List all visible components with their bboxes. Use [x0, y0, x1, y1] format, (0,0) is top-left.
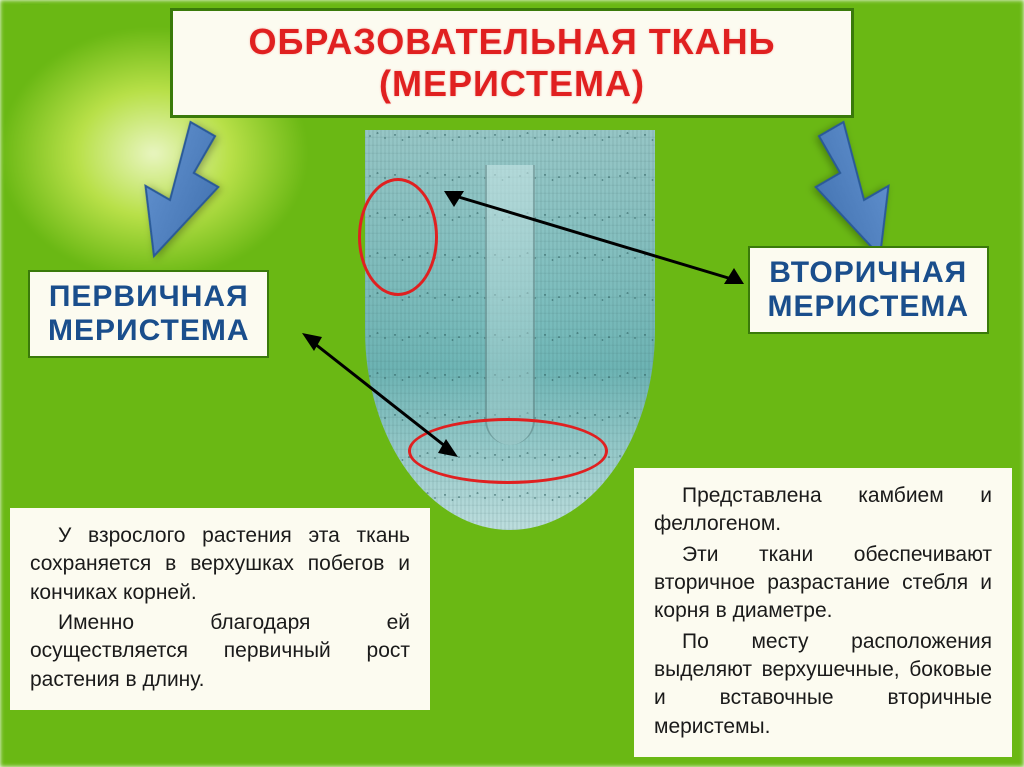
- text-primary: У взрослого растения эта ткань сохраняет…: [10, 508, 430, 710]
- label-primary-line2: МЕРИСТЕМА: [48, 314, 249, 348]
- text-secondary-p2: Эти ткани обеспечивают вторичное разраст…: [654, 541, 992, 626]
- label-primary: ПЕРВИЧНАЯ МЕРИСТЕМА: [28, 270, 269, 358]
- label-primary-line1: ПЕРВИЧНАЯ: [49, 280, 249, 314]
- double-arrow-left: [300, 315, 470, 465]
- circle-primary-region: [358, 178, 438, 296]
- double-arrow-right: [440, 185, 750, 295]
- title-line1: ОБРАЗОВАТЕЛЬНАЯ ТКАНЬ: [248, 21, 775, 63]
- text-secondary: Представлена камбием и феллогеном. Эти т…: [634, 468, 1012, 757]
- label-secondary: ВТОРИЧНАЯ МЕРИСТЕМА: [748, 246, 989, 334]
- text-secondary-p1: Представлена камбием и феллогеном.: [654, 482, 992, 539]
- title-line2: (МЕРИСТЕМА): [379, 63, 645, 105]
- text-primary-p1: У взрослого растения эта ткань сохраняет…: [30, 522, 410, 607]
- label-secondary-line2: МЕРИСТЕМА: [768, 290, 969, 324]
- title-box: ОБРАЗОВАТЕЛЬНАЯ ТКАНЬ (МЕРИСТЕМА): [170, 8, 854, 118]
- label-secondary-line1: ВТОРИЧНАЯ: [769, 256, 967, 290]
- text-primary-p2: Именно благодаря ей осуществляется перви…: [30, 609, 410, 694]
- text-secondary-p3: По месту расположения выделяют верхушечн…: [654, 628, 992, 741]
